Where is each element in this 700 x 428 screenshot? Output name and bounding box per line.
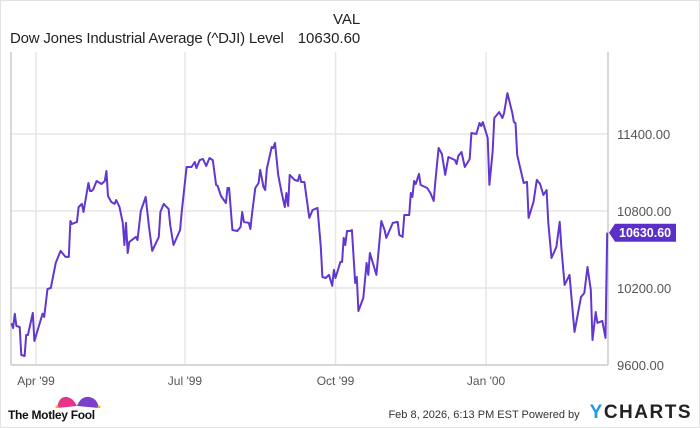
x-tick-label: Jan '00	[467, 374, 506, 388]
last-value-tag	[609, 223, 676, 242]
motley-fool-jester-hat-icon	[55, 396, 101, 408]
value-column-header: VAL	[333, 11, 361, 28]
y-tick-label: 11400.00	[617, 127, 670, 142]
y-tick-label: 10800.00	[617, 204, 671, 219]
series-legend-name: Dow Jones Industrial Average (^DJI) Leve…	[10, 30, 284, 47]
series-legend-value: 10630.60	[297, 30, 361, 47]
motley-fool-logo: The Motley Fool	[8, 408, 95, 422]
y-tick-label: 10200.00	[617, 281, 671, 296]
powered-by: Powered by	[521, 409, 580, 421]
series-line-dji	[10, 92, 609, 357]
x-tick-label: Jul '99	[168, 374, 203, 388]
footer-right: Feb 8, 2026, 6:13 PM EST Powered by YCHA…	[388, 402, 692, 424]
x-tick-label: Apr '99	[17, 374, 55, 388]
y-tick-label: 9600.00	[617, 358, 664, 373]
ycharts-logo: YCHARTS	[589, 402, 692, 423]
timestamp: Feb 8, 2026, 6:13 PM EST	[388, 409, 519, 421]
last-value-label: 10630.60	[619, 226, 671, 240]
x-tick-label: Oct '99	[317, 374, 355, 388]
footer-timestamp: Feb 8, 2026, 6:13 PM EST Powered by	[388, 409, 579, 421]
chart-legend-header: VAL Dow Jones Industrial Average (^DJI) …	[10, 11, 360, 47]
